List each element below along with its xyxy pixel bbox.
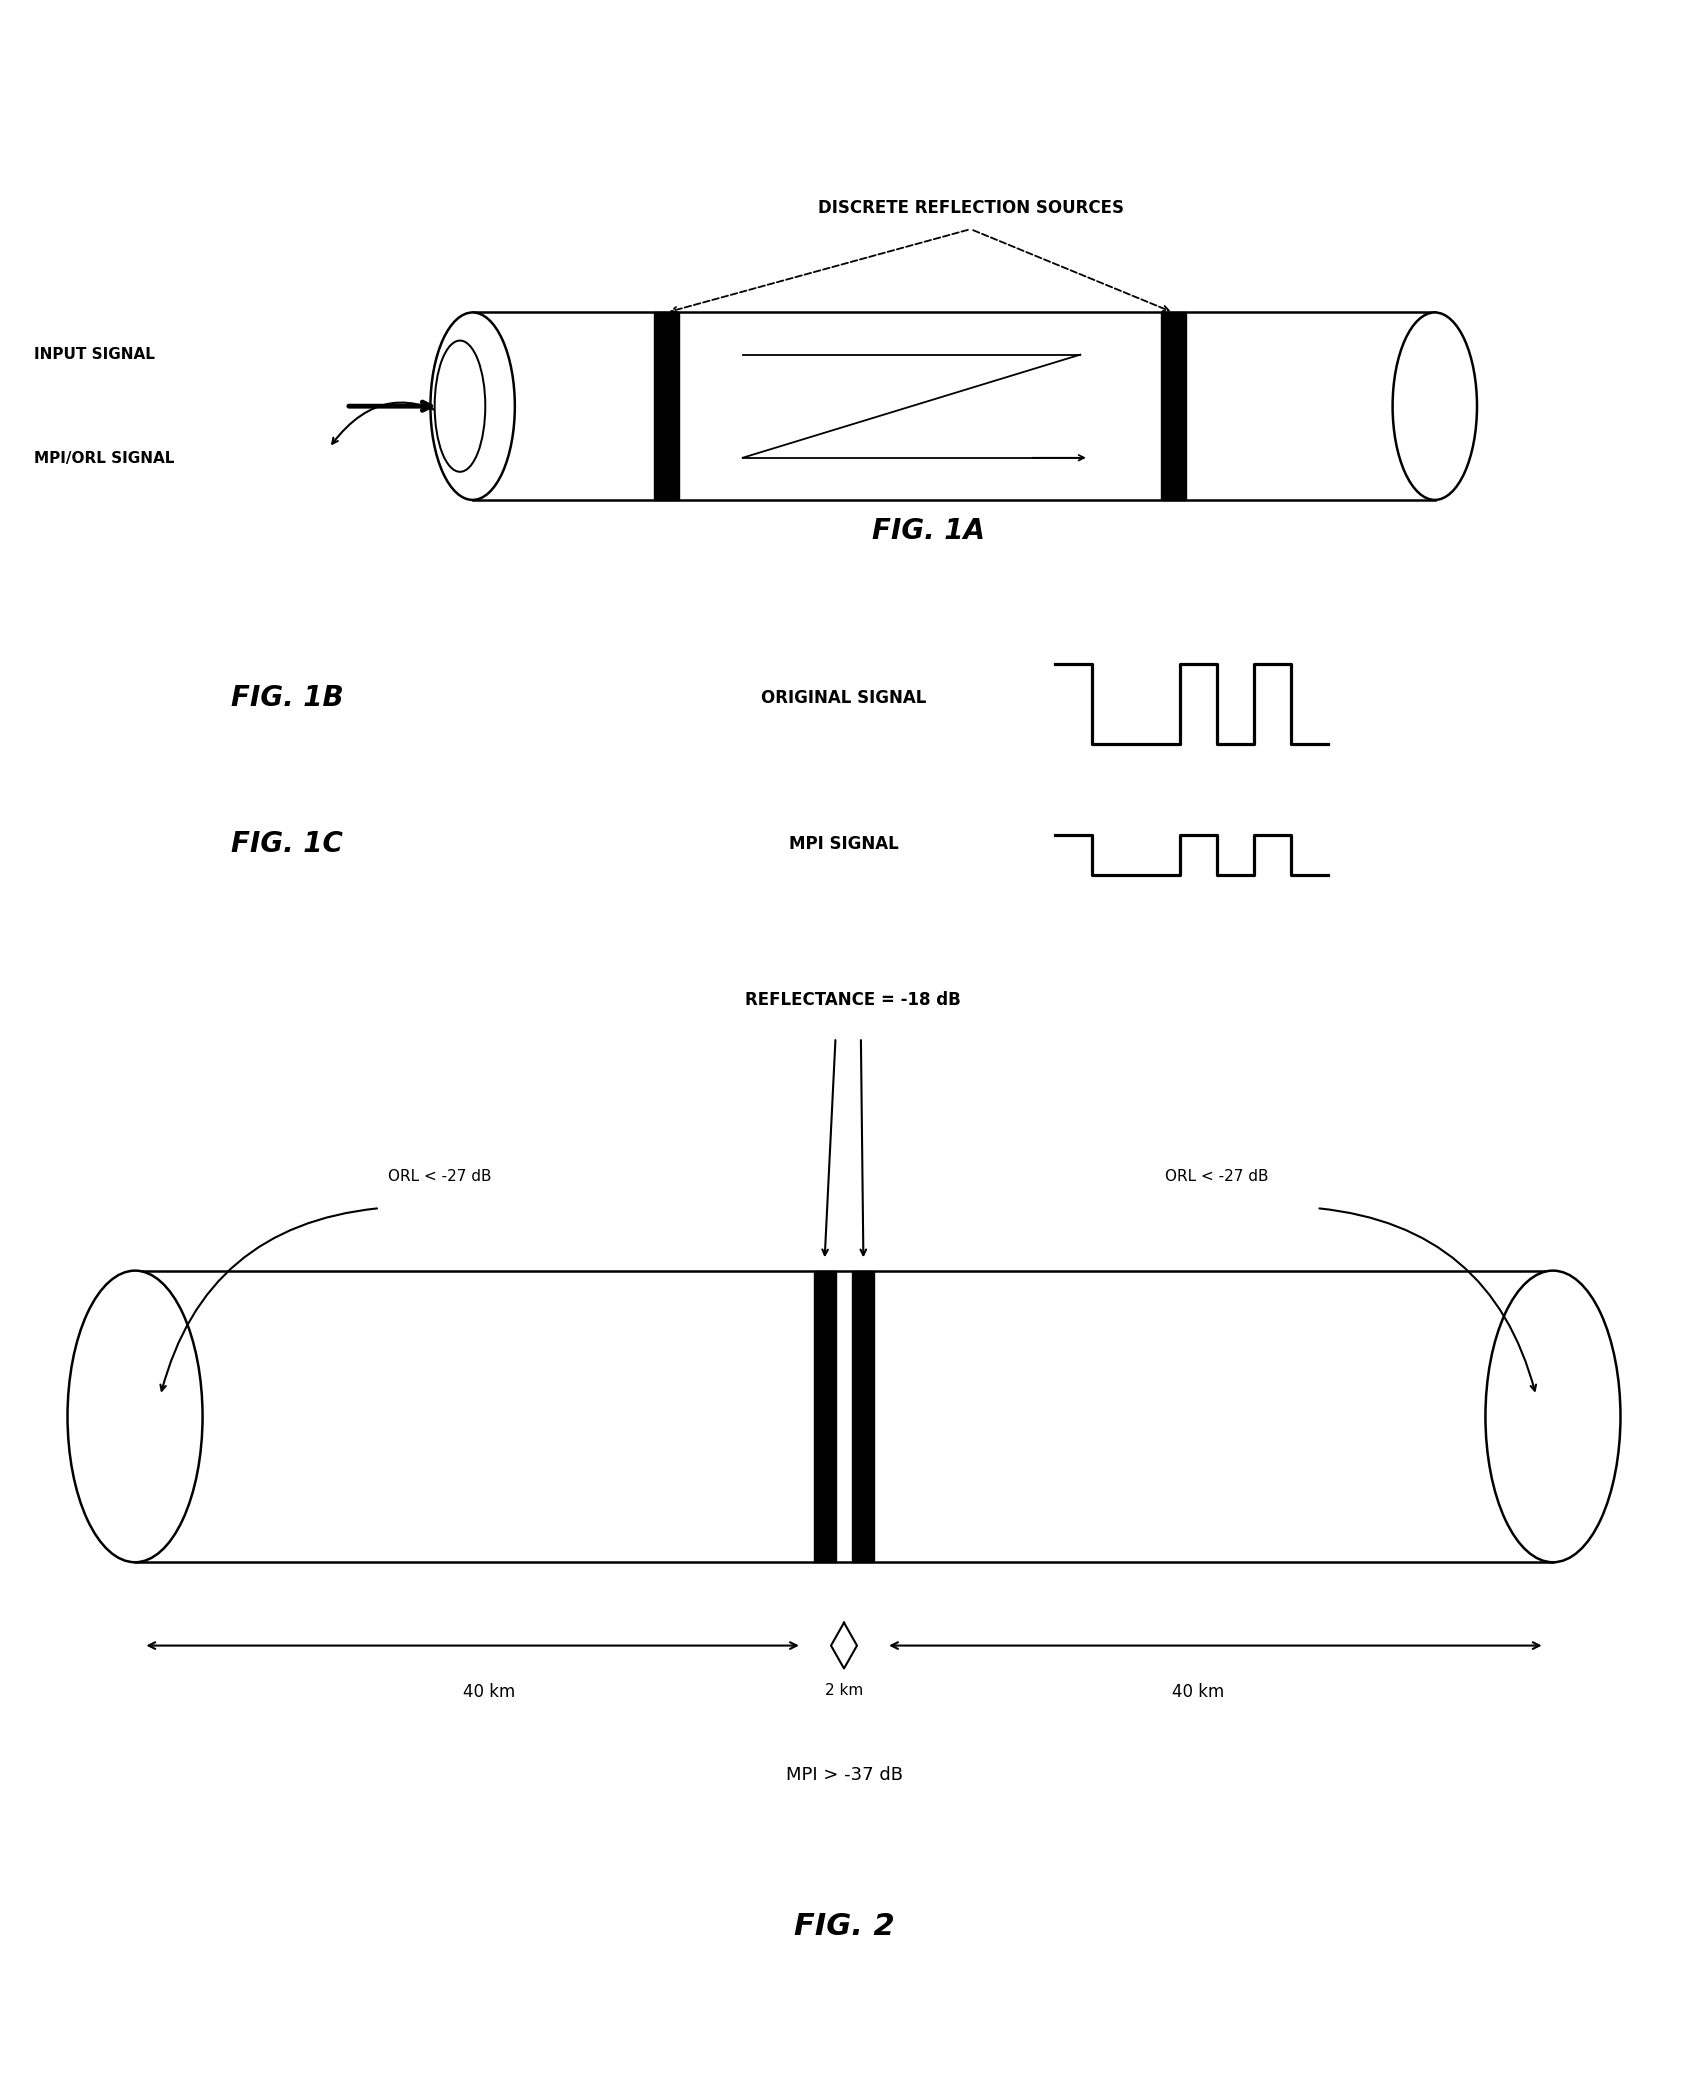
Bar bbox=[655, 312, 680, 500]
Text: ORL < -27 dB: ORL < -27 dB bbox=[388, 1169, 491, 1185]
Bar bbox=[852, 1271, 874, 1562]
Text: MPI SIGNAL: MPI SIGNAL bbox=[788, 835, 900, 852]
Text: FIG. 1B: FIG. 1B bbox=[231, 683, 343, 712]
Ellipse shape bbox=[436, 340, 486, 471]
Ellipse shape bbox=[68, 1271, 203, 1562]
Text: 40 km: 40 km bbox=[464, 1683, 515, 1702]
Text: FIG. 2: FIG. 2 bbox=[793, 1912, 895, 1941]
Text: DISCRETE REFLECTION SOURCES: DISCRETE REFLECTION SOURCES bbox=[817, 200, 1124, 217]
Text: INPUT SIGNAL: INPUT SIGNAL bbox=[34, 346, 155, 362]
Ellipse shape bbox=[1393, 312, 1477, 500]
Text: MPI/ORL SIGNAL: MPI/ORL SIGNAL bbox=[34, 450, 174, 467]
Bar bbox=[814, 1271, 836, 1562]
Text: FIG. 1A: FIG. 1A bbox=[873, 517, 984, 546]
Polygon shape bbox=[830, 1623, 858, 1668]
Text: FIG. 1C: FIG. 1C bbox=[231, 829, 343, 858]
Bar bbox=[1161, 312, 1185, 500]
Text: REFLECTANCE = -18 dB: REFLECTANCE = -18 dB bbox=[744, 992, 960, 1008]
Ellipse shape bbox=[430, 312, 515, 500]
Text: ORIGINAL SIGNAL: ORIGINAL SIGNAL bbox=[761, 689, 927, 706]
Text: ORL < -27 dB: ORL < -27 dB bbox=[1165, 1169, 1268, 1185]
Text: MPI > -37 dB: MPI > -37 dB bbox=[785, 1766, 903, 1785]
Text: 40 km: 40 km bbox=[1173, 1683, 1224, 1702]
Ellipse shape bbox=[1485, 1271, 1620, 1562]
Text: 2 km: 2 km bbox=[825, 1683, 863, 1698]
